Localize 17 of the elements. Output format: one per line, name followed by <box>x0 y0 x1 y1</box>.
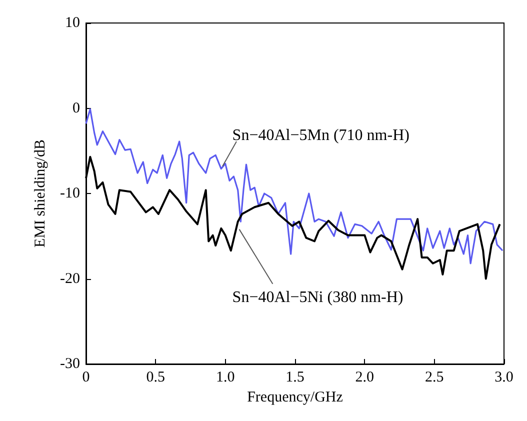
x-tick-label: 2.0 <box>355 370 374 386</box>
series-label: Sn−40Al−5Mn (710 nm-H) <box>232 127 410 144</box>
y-tick-label: 0 <box>72 100 80 116</box>
x-axis-title: Frequency/GHz <box>247 389 344 406</box>
x-tick-label: 1.5 <box>286 370 304 386</box>
y-tick-label: -20 <box>60 270 80 287</box>
x-tick-label: 3.0 <box>494 370 514 386</box>
x-tick-label: 0.5 <box>146 370 166 386</box>
series-label: Sn−40Al−5Ni (380 nm-H) <box>232 289 404 306</box>
y-tick-label: 10 <box>65 15 80 31</box>
x-tick-label: 2.5 <box>424 370 444 386</box>
y-tick-label: -30 <box>60 356 80 372</box>
y-tick-label: -10 <box>60 186 80 202</box>
x-tick-label: 0 <box>82 370 90 386</box>
y-axis-title: EMI shielding/dB <box>32 140 48 248</box>
line-series <box>85 108 504 264</box>
x-tick-label: 1.0 <box>216 370 235 386</box>
